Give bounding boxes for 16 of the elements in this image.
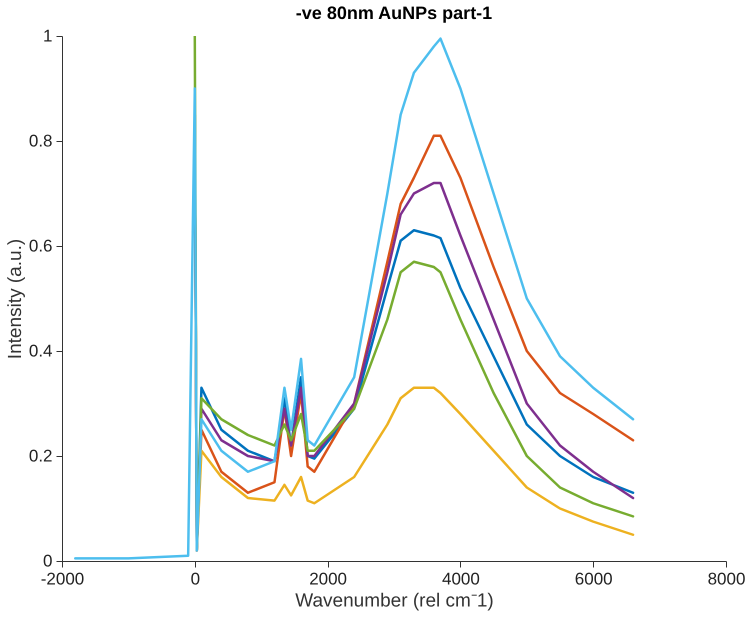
x-tick-label: 2000 bbox=[309, 570, 348, 588]
y-tick-label: 0.4 bbox=[28, 342, 52, 360]
x-tick-label: 6000 bbox=[574, 570, 613, 588]
x-tick-label: -2000 bbox=[40, 570, 84, 588]
chart-title: -ve 80nm AuNPs part-1 bbox=[296, 3, 492, 23]
y-tick-label: 0.2 bbox=[28, 446, 52, 466]
line-series bbox=[74, 37, 634, 560]
x-tick-label: 0 bbox=[190, 570, 200, 588]
y-tick-label: 0.6 bbox=[28, 236, 52, 256]
x-tick-label: 4000 bbox=[442, 570, 480, 588]
y-tick-label: 0.8 bbox=[28, 132, 52, 150]
y-tick-label: 1 bbox=[43, 26, 52, 46]
y-axis-title: Intensity (a.u.) bbox=[4, 238, 26, 360]
y-tick-label: 0 bbox=[43, 552, 52, 570]
x-axis-title: Wavenumber (rel cm⁻1) bbox=[295, 590, 494, 612]
x-tick-label: 8000 bbox=[708, 570, 746, 588]
